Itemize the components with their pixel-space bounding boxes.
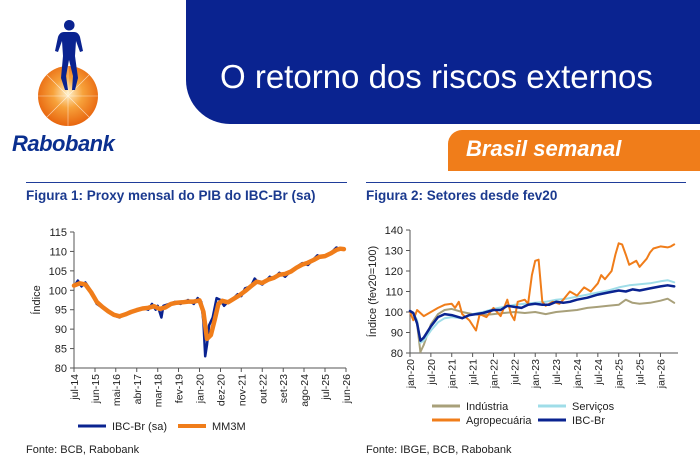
x-tick-label: jul-25 bbox=[635, 359, 647, 386]
y-tick-label: 85 bbox=[55, 344, 67, 356]
series-line-agropecu-ria bbox=[409, 242, 676, 332]
legend-label: IBC-Br (sa) bbox=[112, 421, 167, 433]
x-tick-label: jan-23 bbox=[530, 359, 542, 389]
x-tick-label: jan-22 bbox=[488, 359, 500, 389]
x-tick-label: jan-26 bbox=[655, 359, 667, 389]
x-tick-label: jul-21 bbox=[468, 359, 480, 386]
figure1-title: Figura 1: Proxy mensal do PIB do IBC-Br … bbox=[26, 188, 316, 203]
x-tick-label: jan-21 bbox=[447, 359, 459, 389]
x-tick-label: jul-22 bbox=[509, 359, 521, 386]
legend-label: IBC-Br bbox=[572, 415, 605, 427]
logo-figure-icon bbox=[55, 20, 83, 90]
y-tick-label: 100 bbox=[49, 285, 67, 297]
x-tick-label: jan-20 bbox=[195, 374, 207, 404]
x-tick-label: nov-21 bbox=[236, 374, 248, 406]
x-tick-label: abr-17 bbox=[132, 374, 144, 405]
brand-name: Rabobank bbox=[12, 131, 115, 156]
y-tick-label: 130 bbox=[385, 246, 403, 258]
y-axis-title: Índice bbox=[30, 285, 43, 314]
figure1-source: Fonte: BCB, Rabobank bbox=[26, 444, 140, 456]
x-tick-label: jul-25 bbox=[320, 374, 332, 401]
series-line-servi-os bbox=[409, 279, 676, 344]
figure2-chart: 80 90 100 110 120 130 140 jan-20 jul-20 jan-21 jul… bbox=[366, 225, 678, 427]
x-tick-label: jan-25 bbox=[614, 359, 626, 389]
x-tick-label: jan-20 bbox=[405, 359, 417, 389]
x-tick-label: ago-24 bbox=[299, 374, 311, 407]
figure1-chart: 80 85 90 95 100 105 110 115 jul-14 jun-15 mai-16 ab… bbox=[30, 227, 353, 433]
x-tick-label: jul-24 bbox=[593, 359, 605, 386]
x-tick-label: mar-18 bbox=[153, 374, 165, 407]
y-tick-label: 80 bbox=[55, 363, 67, 375]
y-tick-label: 140 bbox=[385, 225, 403, 237]
title-banner: O retorno dos riscos externos bbox=[186, 0, 700, 124]
y-tick-label: 80 bbox=[391, 348, 403, 360]
y-tick-label: 95 bbox=[55, 305, 67, 317]
x-tick-label: mai-16 bbox=[111, 374, 123, 406]
y-tick-label: 115 bbox=[49, 227, 67, 239]
legend-label: Serviços bbox=[572, 401, 615, 413]
figure2-title: Figura 2: Setores desde fev20 bbox=[366, 188, 558, 203]
x-tick-label: jan-24 bbox=[572, 359, 584, 389]
y-tick-label: 90 bbox=[391, 328, 403, 340]
figure1-divider bbox=[26, 182, 347, 183]
figure2-source: Fonte: IBGE, BCB, Rabobank bbox=[366, 444, 512, 456]
y-tick-label: 110 bbox=[385, 287, 403, 299]
x-tick-label: out-22 bbox=[257, 374, 269, 404]
legend-label: MM3M bbox=[212, 421, 246, 433]
series-line-mm3m bbox=[71, 246, 347, 342]
y-tick-label: 120 bbox=[385, 266, 403, 278]
series-line-ind-stria bbox=[409, 297, 676, 353]
x-tick-label: jul-14 bbox=[69, 374, 81, 401]
y-tick-label: 110 bbox=[49, 246, 67, 258]
x-tick-label: dez-20 bbox=[215, 374, 227, 406]
rabobank-logo bbox=[38, 20, 98, 126]
x-tick-label: set-23 bbox=[278, 374, 290, 403]
x-tick-label: jun-15 bbox=[90, 374, 102, 404]
x-tick-label: fev-19 bbox=[174, 374, 186, 403]
x-tick-label: jun-26 bbox=[341, 374, 353, 404]
subtitle-banner: Brasil semanal bbox=[448, 130, 700, 171]
figure2-divider bbox=[366, 182, 686, 183]
page-subtitle: Brasil semanal bbox=[466, 136, 622, 161]
x-tick-label: jul-23 bbox=[551, 359, 563, 386]
y-tick-label: 90 bbox=[55, 324, 67, 336]
y-tick-label: 100 bbox=[385, 307, 403, 319]
legend-label: Indústria bbox=[466, 401, 509, 413]
y-tick-label: 105 bbox=[49, 266, 67, 278]
legend-label: Agropecuária bbox=[466, 415, 532, 427]
y-axis-title: Índice (fev20=100) bbox=[366, 246, 379, 337]
series-line-ibc-br bbox=[408, 284, 676, 342]
x-tick-label: jul-20 bbox=[426, 359, 438, 386]
page-title: O retorno dos riscos externos bbox=[220, 58, 653, 95]
